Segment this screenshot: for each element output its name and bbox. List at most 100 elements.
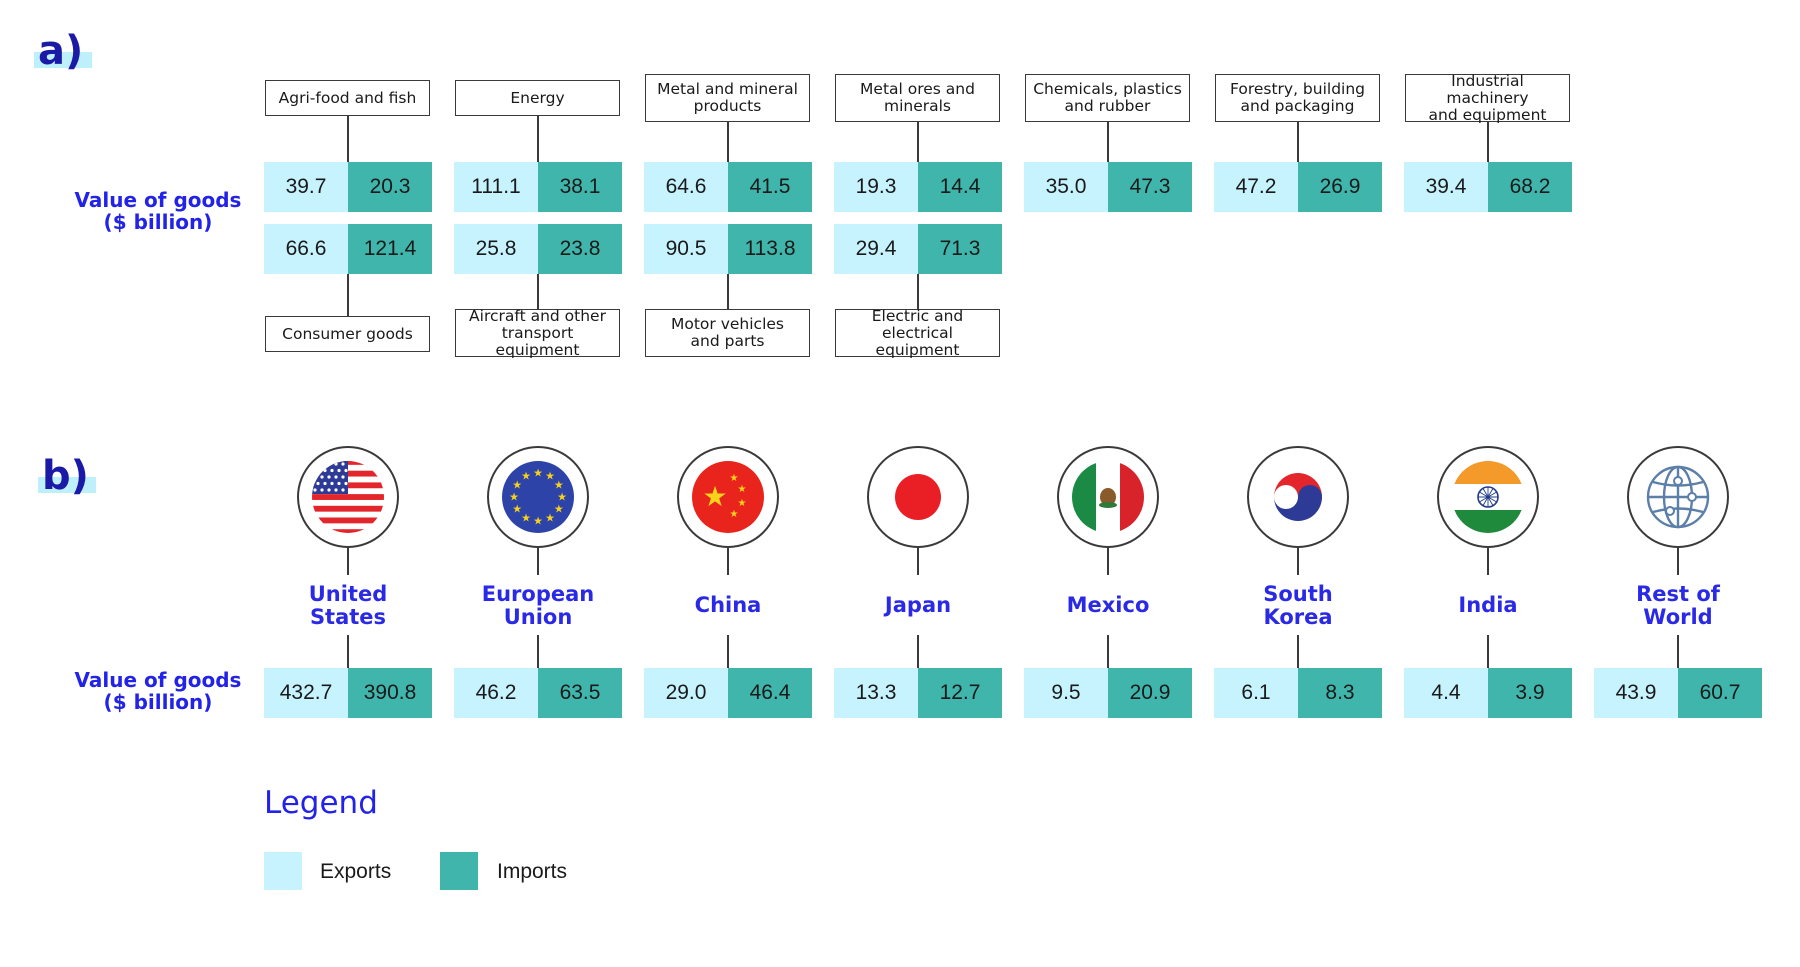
region-6-name-line: India — [1458, 593, 1518, 617]
category-0-box-line: Agri-food and fish — [278, 88, 417, 107]
section-b-label: b) — [38, 453, 96, 499]
region-3-imports-value: 12.7 — [918, 668, 1002, 718]
china-flag-icon: ★ ★ ★ ★ ★ — [677, 446, 779, 548]
category-5-box-line: Forestry, building — [1229, 80, 1366, 98]
region-3-name: Japan — [834, 594, 1002, 617]
region-7-connector-top — [1677, 548, 1679, 575]
india-flag-icon — [1437, 446, 1539, 548]
region-7-connector-bottom — [1677, 635, 1679, 668]
category-5-connector — [1297, 122, 1299, 162]
region-6-name: India — [1404, 594, 1572, 617]
region-0-name: United States — [264, 583, 432, 629]
region-2-name: China — [644, 594, 812, 617]
category-0-box-text: Agri-food and fish — [278, 88, 417, 107]
svg-text:★: ★ — [533, 515, 543, 528]
region-7-name: Rest of World — [1594, 583, 1762, 629]
region-0-imports-value: 390.8 — [348, 668, 432, 718]
value-label-b: Value of goods ($ billion) — [74, 668, 242, 714]
category-6-connector — [1487, 122, 1489, 162]
category-5-box: Forestry, building and packaging — [1215, 74, 1380, 122]
region-5-connector-top — [1297, 548, 1299, 575]
category-10-box-text: Electric and electrical equipment — [840, 306, 995, 359]
category-8-exports-value: 25.8 — [454, 224, 538, 274]
category-10-imports-value: 71.3 — [918, 224, 1002, 274]
category-6-box-text: Industrial machinery and equipment — [1410, 72, 1565, 124]
region-2-name-line: China — [694, 593, 762, 617]
category-7-box-line: Consumer goods — [282, 324, 413, 343]
category-6-box: Industrial machinery and equipment — [1405, 72, 1570, 124]
category-8-box-line: Aircraft and other — [469, 306, 606, 325]
category-7-value-pair: 66.6 121.4 — [264, 224, 432, 274]
category-7-box-text: Consumer goods — [282, 324, 413, 343]
region-6-imports-value: 3.9 — [1488, 668, 1572, 718]
region-3-connector-bottom — [917, 635, 919, 668]
category-9-imports-value: 113.8 — [728, 224, 812, 274]
category-3-value-pair: 19.3 14.4 — [834, 162, 1002, 212]
legend-swatch-imports — [440, 852, 478, 890]
category-7-connector — [347, 274, 349, 316]
region-3-name-line: Japan — [884, 593, 952, 617]
region-7-imports-value: 60.7 — [1678, 668, 1762, 718]
category-0-imports-value: 20.3 — [348, 162, 432, 212]
category-3-connector — [917, 122, 919, 162]
region-5-name: South Korea — [1214, 583, 1382, 629]
category-1-connector — [537, 116, 539, 162]
category-4-box-text: Chemicals, plastics and rubber — [1033, 81, 1182, 115]
us-flag-icon — [297, 446, 399, 548]
category-1-box-line: Energy — [510, 88, 565, 107]
category-7-box: Consumer goods — [265, 316, 430, 352]
category-2-box-text: Metal and mineral products — [657, 81, 798, 115]
globe-icon — [1627, 446, 1729, 548]
svg-text:★: ★ — [702, 480, 727, 513]
region-1-value-pair: 46.2 63.5 — [454, 668, 622, 718]
region-0-exports-value: 432.7 — [264, 668, 348, 718]
svg-text:★: ★ — [730, 473, 739, 484]
category-8-value-pair: 25.8 23.8 — [454, 224, 622, 274]
svg-text:★: ★ — [554, 503, 564, 516]
category-9-connector — [727, 274, 729, 309]
region-5-exports-value: 6.1 — [1214, 668, 1298, 718]
category-9-box-line: Motor vehicles — [671, 315, 784, 333]
category-8-box: Aircraft and other transport equipment — [455, 306, 620, 359]
region-6-connector-bottom — [1487, 635, 1489, 668]
category-1-exports-value: 111.1 — [454, 162, 538, 212]
svg-text:★: ★ — [521, 511, 531, 524]
category-5-imports-value: 26.9 — [1298, 162, 1382, 212]
category-1-value-pair: 111.1 38.1 — [454, 162, 622, 212]
category-1-box: Energy — [455, 80, 620, 116]
region-4-value-pair: 9.5 20.9 — [1024, 668, 1192, 718]
region-7-exports-value: 43.9 — [1594, 668, 1678, 718]
category-0-value-pair: 39.7 20.3 — [264, 162, 432, 212]
region-0-name-line: States — [309, 605, 387, 629]
category-4-box: Chemicals, plastics and rubber — [1025, 74, 1190, 122]
category-7-imports-value: 121.4 — [348, 224, 432, 274]
region-4-name: Mexico — [1024, 594, 1192, 617]
category-0-box: Agri-food and fish — [265, 80, 430, 116]
legend-title: Legend — [264, 785, 378, 821]
svg-text:★: ★ — [738, 498, 747, 509]
region-3-connector-top — [917, 548, 919, 575]
svg-text:★: ★ — [509, 491, 519, 504]
region-5-imports-value: 8.3 — [1298, 668, 1382, 718]
svg-text:★: ★ — [521, 470, 531, 483]
category-10-box-line: Electric and electrical — [871, 306, 964, 342]
region-7-value-pair: 43.9 60.7 — [1594, 668, 1762, 718]
region-4-exports-value: 9.5 — [1024, 668, 1108, 718]
eu-flag-icon: ★ ★ ★ ★ ★ ★ ★ ★ ★ ★ ★ ★ — [487, 446, 589, 548]
category-9-exports-value: 90.5 — [644, 224, 728, 274]
region-7-name-line: World — [1643, 605, 1713, 629]
region-2-exports-value: 29.0 — [644, 668, 728, 718]
section-a-label: a) — [34, 28, 92, 74]
svg-text:★: ★ — [545, 511, 555, 524]
category-2-exports-value: 64.6 — [644, 162, 728, 212]
legend-label-imports: Imports — [497, 860, 568, 883]
region-5-name-line: South — [1263, 582, 1333, 606]
region-1-name-line: Union — [503, 605, 573, 629]
category-8-box-text: Aircraft and other transport equipment — [460, 306, 615, 359]
category-9-box-text: Motor vehicles and parts — [671, 316, 784, 350]
region-6-exports-value: 4.4 — [1404, 668, 1488, 718]
svg-text:★: ★ — [554, 479, 564, 492]
category-2-connector — [727, 122, 729, 162]
svg-text:★: ★ — [512, 479, 522, 492]
svg-text:★: ★ — [533, 467, 543, 480]
